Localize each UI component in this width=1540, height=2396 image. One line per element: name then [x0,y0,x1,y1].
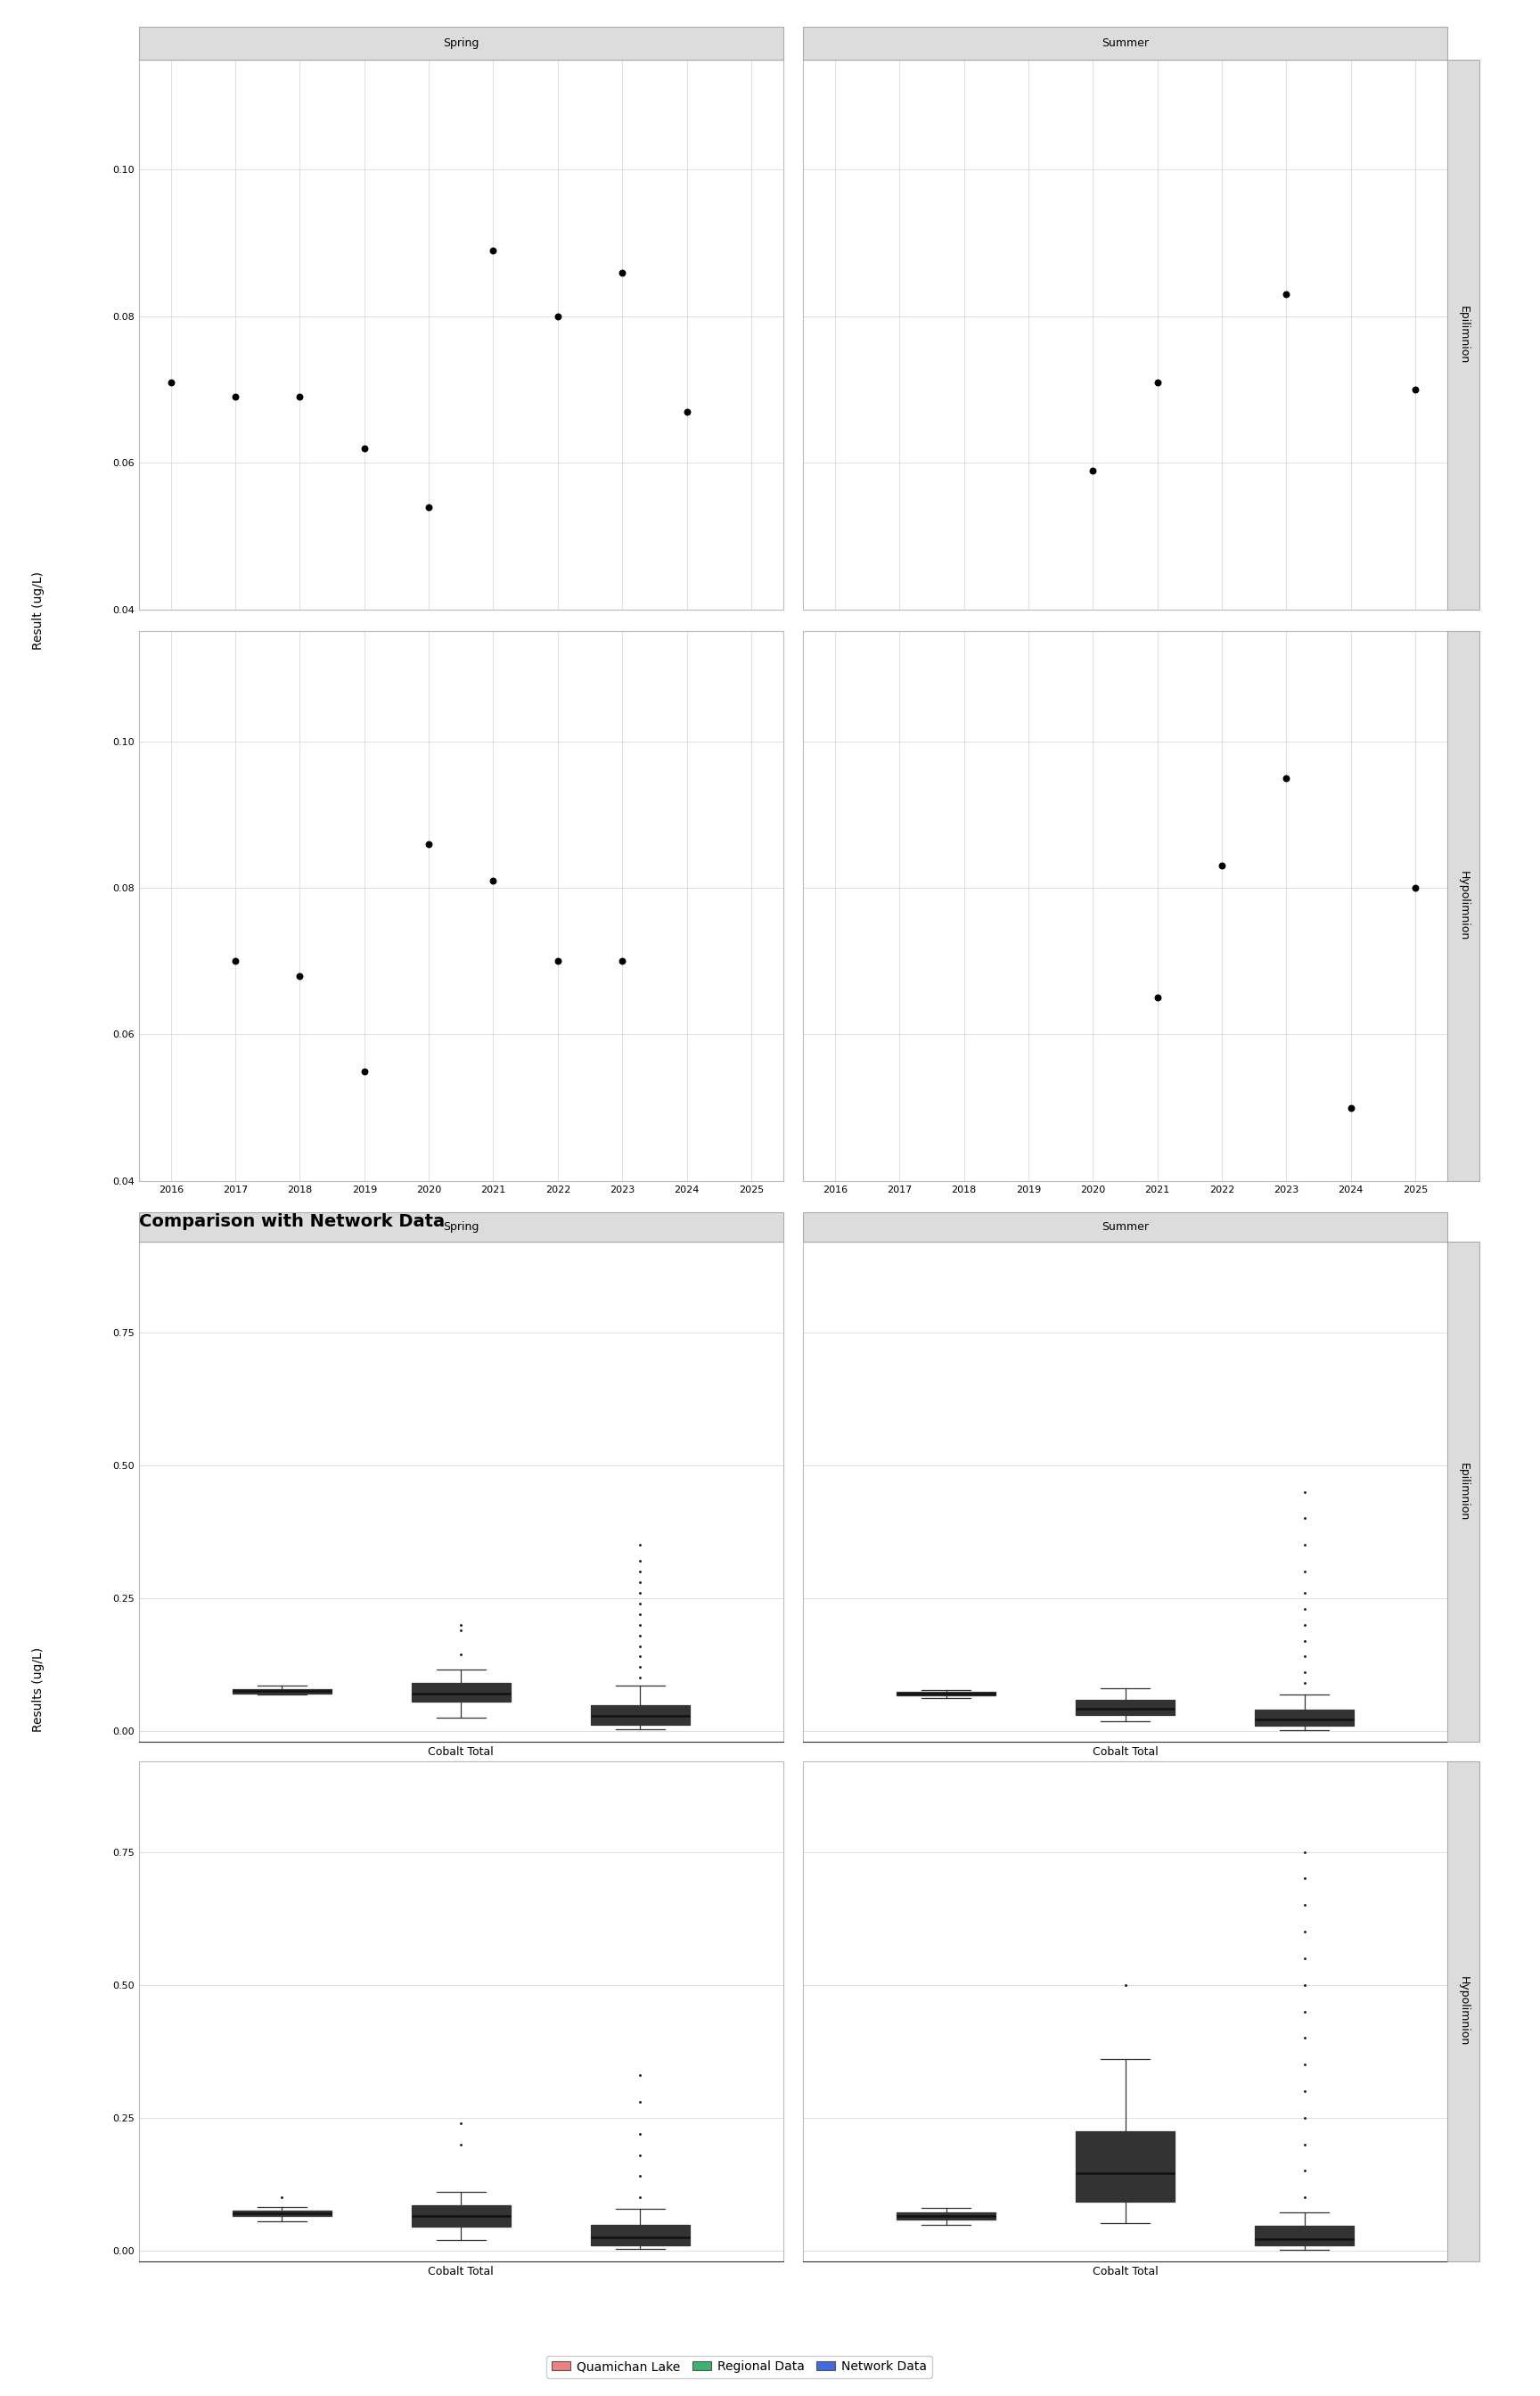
Point [223,379,248,417]
Text: Summer: Summer [1101,38,1149,50]
Point [610,942,634,980]
Point [1209,846,1234,884]
Point [416,489,440,527]
PathPatch shape [1255,1711,1354,1725]
Point [545,297,570,335]
PathPatch shape [896,1692,995,1696]
FancyBboxPatch shape [802,1212,1448,1241]
Point [1338,1088,1363,1126]
Point [480,232,505,271]
Point [1146,978,1170,1016]
FancyBboxPatch shape [1448,633,1480,1181]
FancyBboxPatch shape [139,26,784,60]
FancyBboxPatch shape [1448,1241,1480,1742]
Point [1146,364,1170,403]
Point [353,1052,377,1090]
Point [353,429,377,467]
PathPatch shape [1076,1701,1175,1716]
Point [1081,1184,1106,1222]
Text: Epilimnion: Epilimnion [1458,307,1469,364]
Text: Result (ug/L): Result (ug/L) [32,573,45,649]
Point [675,393,699,431]
PathPatch shape [233,2212,331,2216]
PathPatch shape [591,1706,690,1725]
Point [610,254,634,292]
Point [1403,371,1428,410]
Point [223,942,248,980]
Point [288,379,313,417]
PathPatch shape [233,1689,331,1694]
Point [1081,450,1106,489]
Point [545,942,570,980]
PathPatch shape [411,1682,510,1701]
PathPatch shape [591,2226,690,2245]
Text: Comparison with Network Data: Comparison with Network Data [139,1212,445,1229]
FancyBboxPatch shape [1448,60,1480,609]
Point [416,824,440,863]
FancyBboxPatch shape [1448,1761,1480,2262]
Point [159,1184,183,1222]
Point [1274,760,1298,798]
Text: Summer: Summer [1101,1222,1149,1234]
Legend: Quamichan Lake, Regional Data, Network Data: Quamichan Lake, Regional Data, Network D… [547,2355,932,2377]
FancyBboxPatch shape [139,1212,784,1241]
Point [159,364,183,403]
Text: Spring: Spring [444,1222,479,1234]
PathPatch shape [1076,2130,1175,2202]
PathPatch shape [1255,2226,1354,2245]
Text: Results (ug/L): Results (ug/L) [32,1646,45,1732]
Text: Hypolimnion: Hypolimnion [1458,872,1469,942]
Point [480,860,505,898]
Text: Spring: Spring [444,38,479,50]
Text: Hypolimnion: Hypolimnion [1458,1977,1469,2046]
Point [1403,870,1428,908]
Point [288,956,313,994]
PathPatch shape [896,2212,995,2219]
FancyBboxPatch shape [802,26,1448,60]
Text: Epilimnion: Epilimnion [1458,1464,1469,1521]
Point [1274,276,1298,314]
PathPatch shape [411,2204,510,2226]
